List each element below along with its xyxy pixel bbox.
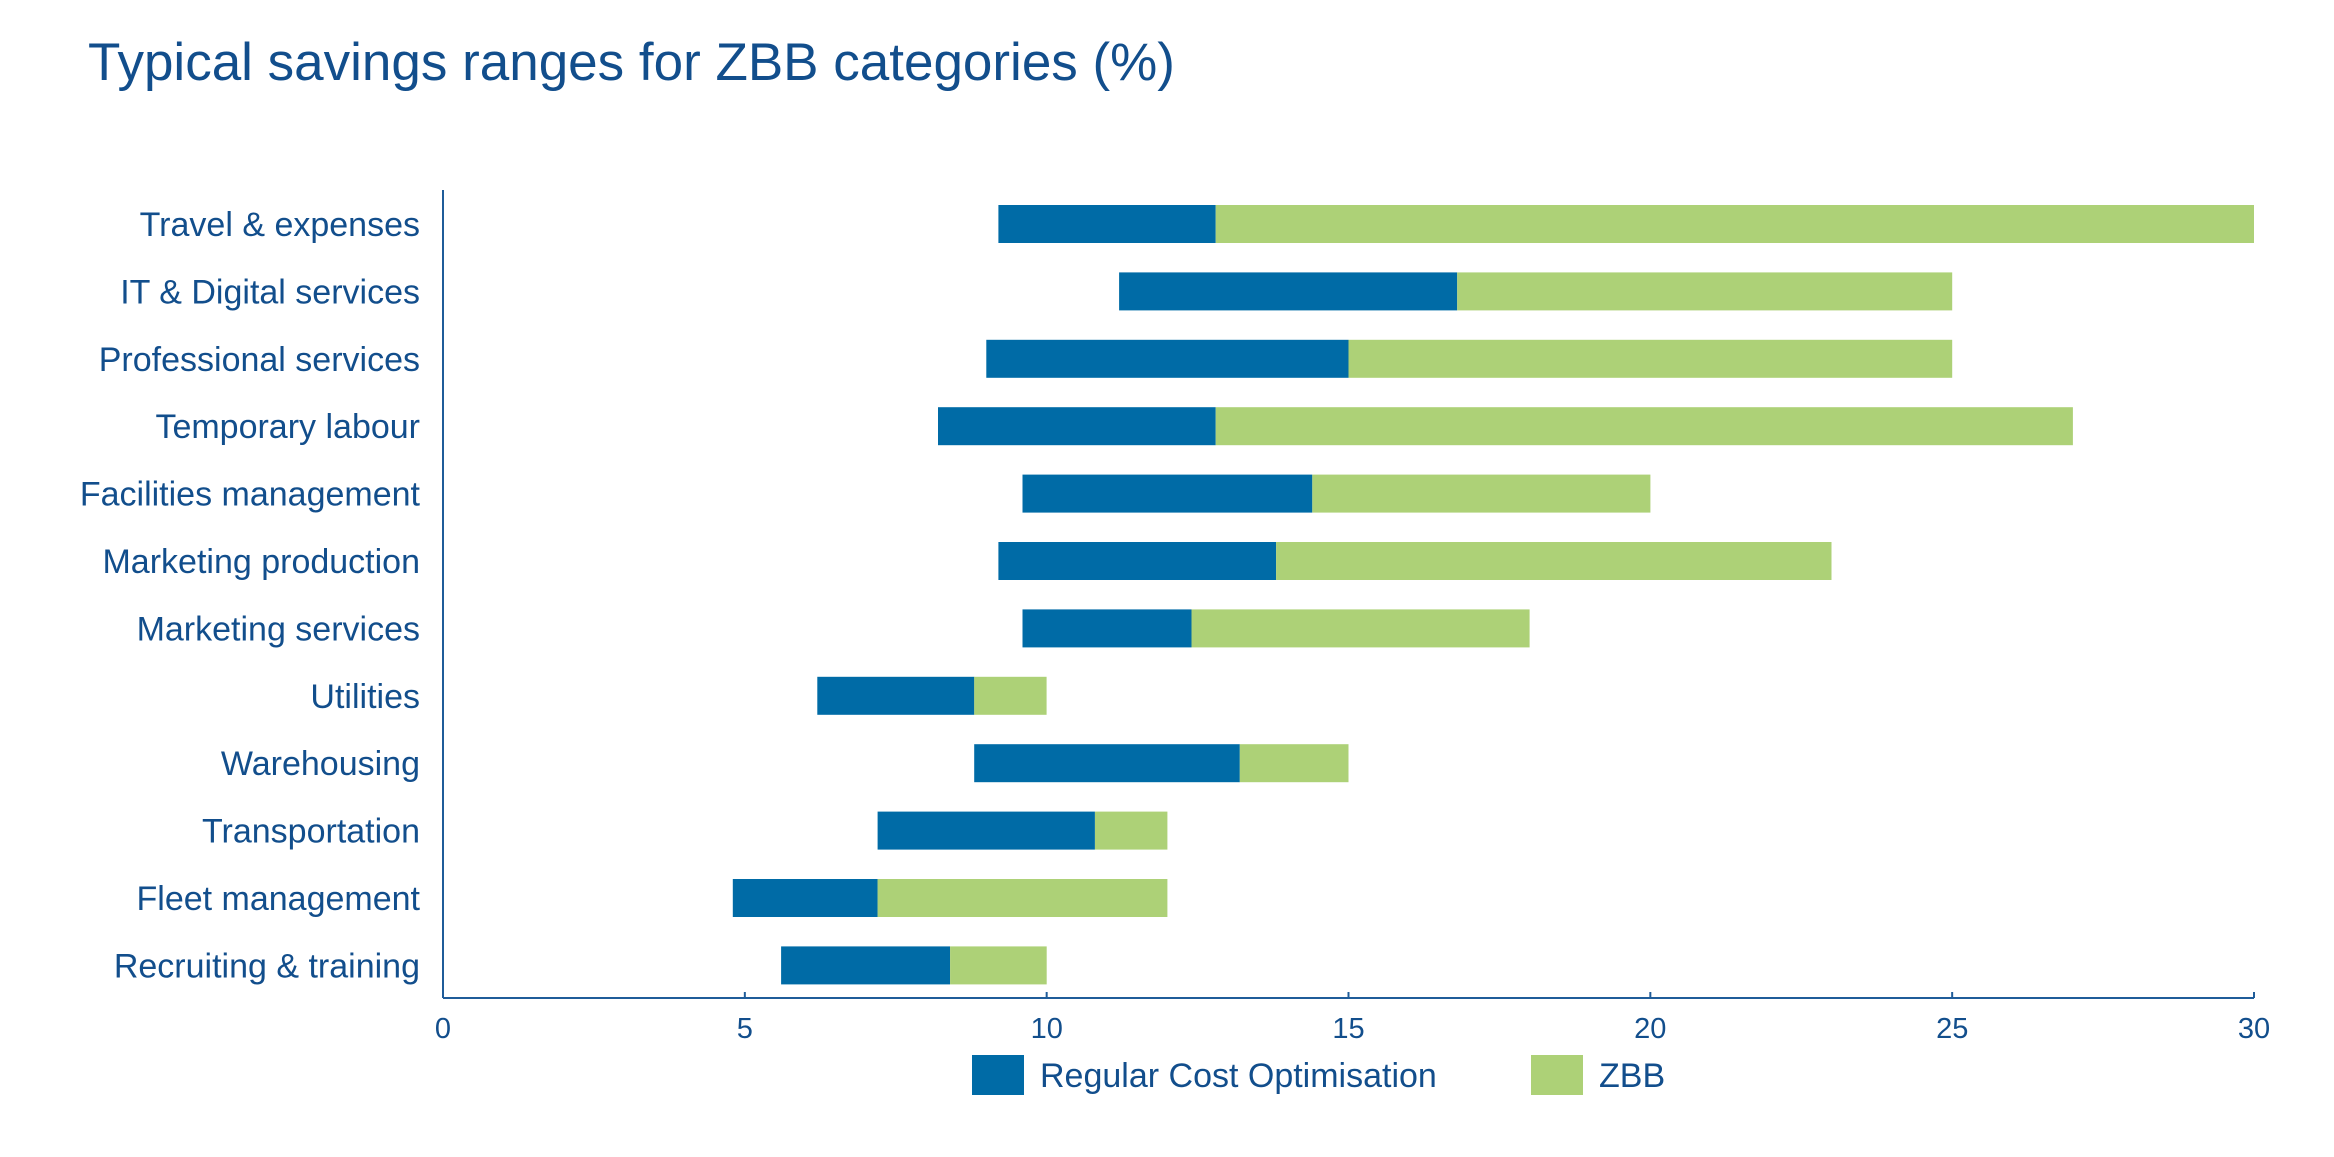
axes: 0 5 10 15 20 25 30 xyxy=(435,190,2270,1045)
zbb-bar-professional-services xyxy=(1348,339,1953,378)
legend-item-zbb: ZBB xyxy=(1531,1055,1665,1095)
regular-bar-utilities xyxy=(817,676,975,715)
regular-bar-temporary-labour xyxy=(938,407,1216,446)
zbb-bar-recruiting-and-training xyxy=(950,946,1047,985)
zbb-bar-marketing-services xyxy=(1191,609,1530,648)
legend: Regular Cost Optimisation ZBB xyxy=(972,1055,1665,1095)
regular-bar-fleet-management xyxy=(732,879,878,917)
zbb-bar-temporary-labour xyxy=(1215,407,2073,446)
x-tick-label-30: 30 xyxy=(2238,1013,2270,1045)
regular-bar-warehousing xyxy=(974,744,1240,783)
zbb-bar-transportation xyxy=(1095,811,1168,850)
x-tick-label-15: 15 xyxy=(1332,1013,1364,1045)
regular-bar-marketing-services xyxy=(1022,609,1192,648)
category-label-recruiting-and-training: Recruiting & training xyxy=(114,947,420,985)
category-label-marketing-services: Marketing services xyxy=(137,610,420,648)
category-label-it-and-digital-services: IT & Digital services xyxy=(120,273,420,311)
legend-swatch-regular-cost-optimisation xyxy=(972,1055,1024,1095)
x-tick-label-0: 0 xyxy=(435,1013,451,1045)
x-tick-label-10: 10 xyxy=(1031,1013,1063,1045)
zbb-bar-facilities-management xyxy=(1312,474,1651,513)
legend-swatch-zbb xyxy=(1531,1055,1583,1095)
bars-layer xyxy=(732,205,2254,985)
category-label-professional-services: Professional services xyxy=(99,341,420,379)
category-labels: Travel & expenses IT & Digital services Pr… xyxy=(80,206,421,985)
zbb-bar-utilities xyxy=(974,676,1047,715)
zbb-bar-warehousing xyxy=(1239,744,1349,783)
regular-bar-recruiting-and-training xyxy=(781,946,951,985)
legend-label-zbb: ZBB xyxy=(1599,1057,1665,1095)
regular-bar-transportation xyxy=(877,811,1095,850)
category-label-marketing-production: Marketing production xyxy=(102,543,420,581)
x-tick-label-25: 25 xyxy=(1936,1013,1968,1045)
zbb-bar-fleet-management xyxy=(877,879,1168,917)
category-label-travel-and-expenses: Travel & expenses xyxy=(140,206,420,244)
category-label-facilities-management: Facilities management xyxy=(80,476,421,514)
x-tick-label-20: 20 xyxy=(1634,1013,1666,1045)
category-label-transportation: Transportation xyxy=(202,813,420,851)
regular-bar-it-and-digital-services xyxy=(1119,272,1458,311)
zbb-bar-it-and-digital-services xyxy=(1457,272,1953,311)
category-label-temporary-labour: Temporary labour xyxy=(155,408,420,446)
regular-bar-marketing-production xyxy=(998,542,1277,580)
category-label-warehousing: Warehousing xyxy=(221,745,420,783)
regular-bar-travel-and-expenses xyxy=(998,205,1216,243)
legend-label-regular-cost-optimisation: Regular Cost Optimisation xyxy=(1040,1057,1437,1095)
chart-title: Typical savings ranges for ZBB categorie… xyxy=(88,33,1175,92)
category-label-utilities: Utilities xyxy=(310,678,420,716)
category-label-fleet-management: Fleet management xyxy=(137,880,421,918)
regular-bar-professional-services xyxy=(986,339,1349,378)
legend-item-regular-cost-optimisation: Regular Cost Optimisation xyxy=(972,1055,1437,1095)
regular-bar-facilities-management xyxy=(1022,474,1313,513)
x-tick-label-5: 5 xyxy=(737,1013,753,1045)
zbb-bar-marketing-production xyxy=(1276,542,1832,580)
zbb-bar-travel-and-expenses xyxy=(1215,205,2254,243)
